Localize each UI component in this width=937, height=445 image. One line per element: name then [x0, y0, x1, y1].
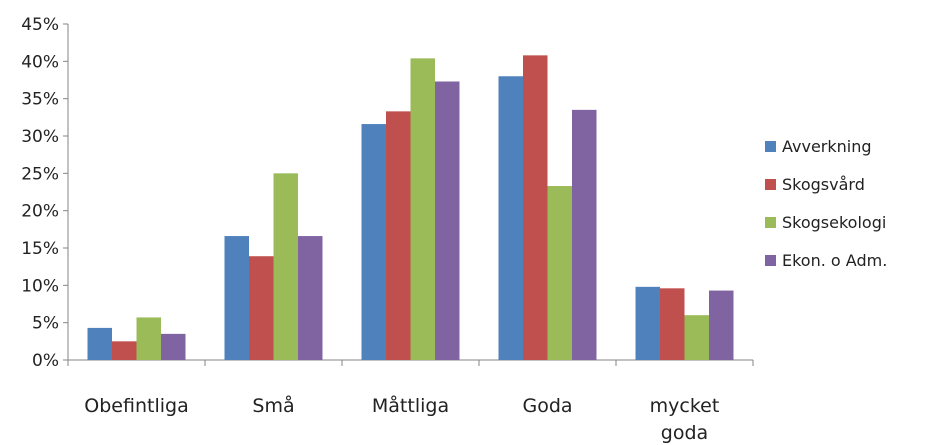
bar [386, 111, 411, 360]
x-axis-labels: Obefintliga Små Måttliga Goda mycket goda [84, 394, 719, 444]
bar [362, 124, 387, 360]
bar [523, 55, 548, 360]
bar [660, 288, 685, 360]
chart-bars [88, 55, 734, 360]
legend-label: Skogsvård [782, 175, 865, 194]
bar [249, 256, 274, 360]
x-tick-label: Små [252, 394, 294, 417]
y-axis-ticks: 0% 5% 10% 15% 20% 25% 30% 35% 40% 45% [21, 15, 68, 371]
x-tick-label: mycket goda [650, 395, 720, 444]
bar [161, 334, 186, 360]
legend-swatch [765, 141, 776, 152]
legend-label: Ekon. o Adm. [782, 251, 887, 270]
legend-swatch [765, 255, 776, 266]
legend-item: Skogsvård [765, 175, 865, 194]
legend-label: Avverkning [782, 137, 872, 156]
x-tick-label: Goda [522, 395, 572, 417]
chart-legend: Avverkning Skogsvård Skogsekologi Ekon. o A… [765, 137, 887, 270]
bar [636, 287, 661, 360]
bar [274, 173, 299, 360]
y-tick-label: 40% [21, 52, 59, 72]
bar [435, 81, 460, 360]
bar [499, 76, 524, 360]
bar [88, 328, 113, 360]
bar [685, 315, 710, 360]
bar [709, 291, 734, 360]
y-tick-label: 20% [21, 202, 59, 222]
y-tick-label: 25% [21, 164, 59, 184]
legend-swatch [765, 217, 776, 228]
y-tick-label: 0% [32, 351, 59, 371]
bar [548, 186, 573, 360]
y-tick-label: 35% [21, 90, 59, 110]
x-tick-label: Obefintliga [84, 395, 188, 417]
legend-item: Ekon. o Adm. [765, 251, 887, 270]
bar [572, 110, 597, 360]
legend-item: Avverkning [765, 137, 872, 156]
y-tick-label: 5% [32, 314, 59, 334]
legend-swatch [765, 179, 776, 190]
bar [112, 341, 137, 360]
x-tick-label: Måttliga [372, 394, 449, 417]
y-tick-label: 15% [21, 239, 59, 259]
y-tick-label: 10% [21, 276, 59, 296]
y-tick-label: 30% [21, 127, 59, 147]
bar [137, 317, 162, 360]
y-tick-label: 45% [21, 15, 59, 35]
legend-label: Skogsekologi [782, 213, 886, 232]
bar [411, 58, 436, 360]
bar [298, 236, 323, 360]
bar [225, 236, 250, 360]
legend-item: Skogsekologi [765, 213, 886, 232]
